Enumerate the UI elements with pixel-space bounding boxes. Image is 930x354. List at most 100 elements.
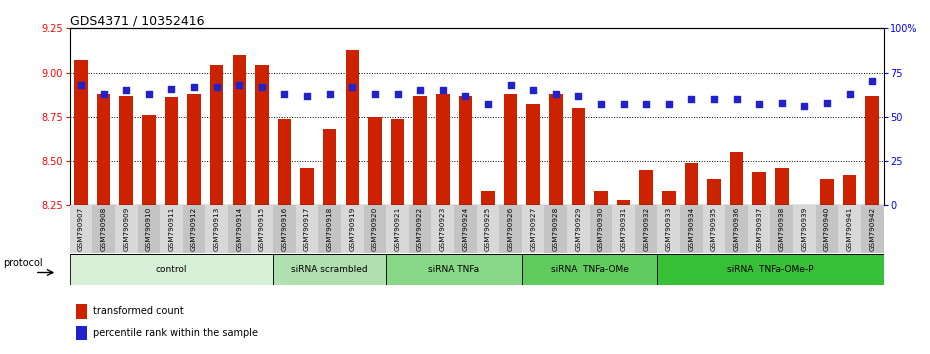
Text: GSM790922: GSM790922 bbox=[418, 207, 423, 251]
Text: GSM790910: GSM790910 bbox=[146, 207, 152, 251]
Point bbox=[481, 102, 496, 107]
Bar bbox=[368, 117, 381, 205]
Text: protocol: protocol bbox=[4, 258, 43, 268]
Bar bbox=[323, 129, 337, 205]
Text: GSM790939: GSM790939 bbox=[802, 207, 807, 251]
Text: siRNA scrambled: siRNA scrambled bbox=[291, 265, 368, 274]
Bar bbox=[820, 179, 834, 205]
Point bbox=[345, 84, 360, 90]
Point bbox=[390, 91, 405, 97]
Point bbox=[299, 93, 314, 98]
Point bbox=[751, 102, 766, 107]
Point bbox=[639, 102, 654, 107]
Bar bbox=[436, 94, 449, 205]
Point bbox=[367, 91, 382, 97]
Point bbox=[571, 93, 586, 98]
Bar bbox=[748, 205, 770, 253]
Text: GSM790931: GSM790931 bbox=[620, 207, 627, 251]
Point bbox=[797, 103, 812, 109]
Text: GSM790914: GSM790914 bbox=[236, 207, 243, 251]
Text: GSM790929: GSM790929 bbox=[576, 207, 581, 251]
Text: GSM790909: GSM790909 bbox=[124, 207, 129, 251]
Bar bbox=[210, 65, 223, 205]
Text: transformed count: transformed count bbox=[92, 306, 183, 316]
Point bbox=[232, 82, 246, 88]
Bar bbox=[572, 108, 585, 205]
Bar bbox=[273, 254, 386, 285]
Text: GSM790925: GSM790925 bbox=[485, 207, 491, 251]
Text: GSM790911: GSM790911 bbox=[168, 207, 175, 251]
Bar bbox=[165, 97, 179, 205]
Bar bbox=[138, 205, 160, 253]
Bar bbox=[861, 205, 884, 253]
Bar bbox=[476, 205, 499, 253]
Bar bbox=[187, 94, 201, 205]
Bar bbox=[526, 104, 540, 205]
Bar bbox=[183, 205, 206, 253]
Bar bbox=[703, 205, 725, 253]
Bar bbox=[346, 50, 359, 205]
Point bbox=[661, 102, 676, 107]
Text: GSM790933: GSM790933 bbox=[666, 207, 671, 251]
Bar bbox=[70, 205, 92, 253]
Text: GSM790941: GSM790941 bbox=[846, 207, 853, 251]
Bar bbox=[228, 205, 250, 253]
Bar bbox=[612, 205, 635, 253]
Bar bbox=[522, 254, 658, 285]
Text: GSM790916: GSM790916 bbox=[282, 207, 287, 251]
Text: GSM790938: GSM790938 bbox=[778, 207, 785, 251]
Text: GSM790917: GSM790917 bbox=[304, 207, 310, 251]
Text: siRNA TNFa: siRNA TNFa bbox=[429, 265, 480, 274]
Text: GSM790919: GSM790919 bbox=[350, 207, 355, 251]
Point bbox=[277, 91, 292, 97]
Bar bbox=[707, 179, 721, 205]
Bar bbox=[658, 254, 884, 285]
Bar bbox=[386, 205, 409, 253]
Bar bbox=[730, 152, 743, 205]
Text: GDS4371 / 10352416: GDS4371 / 10352416 bbox=[70, 14, 205, 27]
Text: GSM790918: GSM790918 bbox=[326, 207, 333, 251]
Bar bbox=[816, 205, 838, 253]
Point bbox=[141, 91, 156, 97]
Point bbox=[435, 87, 450, 93]
Bar bbox=[391, 119, 405, 205]
Bar bbox=[594, 191, 607, 205]
Text: GSM790913: GSM790913 bbox=[214, 207, 219, 251]
Text: siRNA  TNFa-OMe: siRNA TNFa-OMe bbox=[551, 265, 629, 274]
Point bbox=[187, 84, 202, 90]
Point bbox=[323, 91, 338, 97]
Bar bbox=[413, 96, 427, 205]
Bar bbox=[684, 163, 698, 205]
Text: GSM790921: GSM790921 bbox=[394, 207, 401, 251]
Bar bbox=[115, 205, 138, 253]
Point bbox=[209, 84, 224, 90]
Text: GSM790907: GSM790907 bbox=[78, 207, 84, 251]
Bar bbox=[549, 94, 563, 205]
Bar bbox=[160, 205, 183, 253]
Point bbox=[503, 82, 518, 88]
Bar bbox=[454, 205, 476, 253]
Text: GSM790928: GSM790928 bbox=[552, 207, 559, 251]
Text: GSM790936: GSM790936 bbox=[734, 207, 739, 251]
Bar bbox=[76, 304, 86, 319]
Text: GSM790920: GSM790920 bbox=[372, 207, 378, 251]
Point bbox=[729, 96, 744, 102]
Point bbox=[458, 93, 472, 98]
Bar bbox=[504, 94, 517, 205]
Bar bbox=[662, 191, 675, 205]
Bar bbox=[544, 205, 567, 253]
Bar bbox=[770, 205, 793, 253]
Text: GSM790940: GSM790940 bbox=[824, 207, 830, 251]
Bar bbox=[458, 96, 472, 205]
Bar bbox=[793, 205, 816, 253]
Bar bbox=[635, 205, 658, 253]
Bar bbox=[386, 254, 522, 285]
Text: GSM790923: GSM790923 bbox=[440, 207, 445, 251]
Bar bbox=[76, 326, 86, 341]
Bar bbox=[432, 205, 454, 253]
Bar bbox=[775, 168, 789, 205]
Text: GSM790937: GSM790937 bbox=[756, 207, 763, 251]
Bar bbox=[74, 60, 87, 205]
Point bbox=[775, 100, 790, 105]
Point bbox=[255, 84, 270, 90]
